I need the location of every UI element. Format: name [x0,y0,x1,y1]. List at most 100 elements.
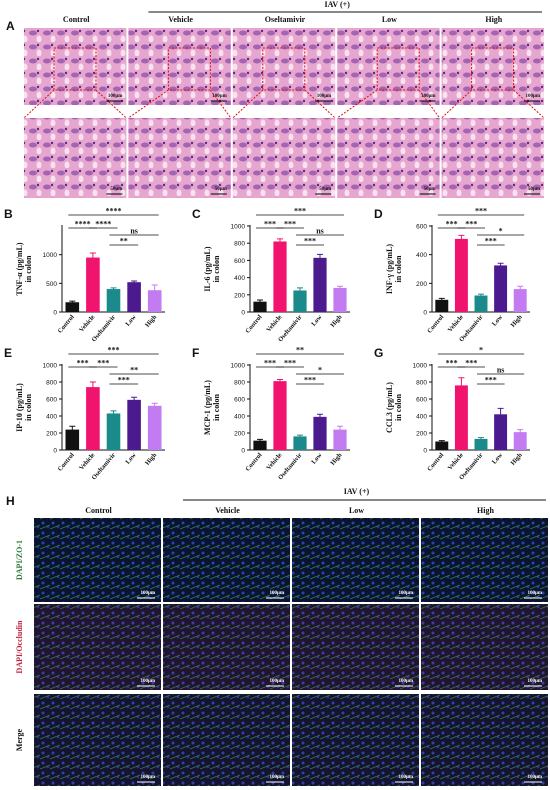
scale-bar-label: 100μm [141,679,156,684]
scale-bar-label: 100μm [317,94,332,99]
y-tick-label: 200 [416,281,427,288]
x-tick-label: Low [491,314,504,328]
y-axis-label: in colon [212,394,221,421]
y-tick-label: 1000 [43,363,58,370]
occludin-signal [163,604,290,690]
x-tick-label: Low [124,314,137,328]
significance-label: *** [108,346,120,355]
column-header: High [477,506,494,515]
bar [293,436,307,450]
scale-bar-label: 100μm [108,94,123,99]
y-axis-label: IP-10 (pg/mL) [15,383,24,432]
y-tick-label: 800 [234,380,245,387]
fluorescence-image [292,518,419,602]
y-tick-label: 1000 [231,363,246,370]
y-tick-label: 0 [423,448,427,455]
bar [65,302,80,312]
fluorescence-image [421,604,548,690]
significance-label: *** [77,359,89,368]
y-tick-label: 0 [423,310,427,317]
column-header: Vehicle [215,506,240,515]
significance-label: *** [446,359,458,368]
scale-bar-label: 100μm [270,775,285,780]
error-bar [478,293,484,297]
x-tick-label: High [144,313,158,328]
panel-label: E [4,346,12,360]
scale-bar-label: 50μm [319,187,332,192]
bar [273,241,287,312]
zoom-link [128,89,169,119]
error-bar [151,284,158,296]
bar [333,287,347,312]
scale-bar-label: 100μm [212,94,227,99]
scale-bar-label: 100μm [528,679,543,684]
fluorescence-image [421,694,548,786]
column-header: Oseltamivir [265,15,306,24]
column-header: Control [85,506,112,515]
histology-image [441,28,544,105]
bar [106,289,121,312]
zoom-box [167,47,211,91]
bar [147,290,162,312]
column-header: High [485,15,502,24]
bar [253,301,267,312]
column-header: Low [349,506,364,515]
bar [65,429,80,450]
scale-bar-label: 100μm [399,775,414,780]
y-axis-label: INF-γ (pg/mL) [385,244,394,295]
y-tick-label: 1000 [43,252,58,259]
x-tick-label: Control [426,314,445,335]
panel-label: B [4,207,13,221]
significance-label: *** [304,237,316,246]
error-bar [297,287,303,294]
histology-image [441,118,544,198]
zoom-box [376,47,420,91]
error-bar [110,410,117,416]
error-bar [438,440,445,443]
y-tick-label: 500 [46,281,57,288]
significance-label: *** [118,376,130,385]
zoom-link [209,89,232,119]
scale-bar-label: 50μm [424,187,437,192]
x-tick-label: Vehicle [78,452,96,472]
y-tick-label: 0 [53,310,57,317]
y-tick-label: 0 [241,448,245,455]
y-tick-label: 600 [416,397,427,404]
panel-label: G [374,346,383,360]
bar [86,257,100,312]
y-axis-label: in colon [394,394,403,421]
occludin-signal [421,604,548,690]
panel-label: F [192,346,199,360]
x-tick-label: Control [57,314,76,335]
histology-image [337,118,440,198]
x-tick-label: Control [244,452,263,473]
scale-bar-label: 100μm [526,94,541,99]
significance-label: ** [130,366,138,375]
x-tick-label: High [510,451,524,466]
error-bar [337,425,343,433]
significance-label: * [479,346,483,355]
x-tick-label: Vehicle [78,314,96,334]
error-bar [89,252,96,263]
bar [454,238,468,312]
y-tick-label: 600 [234,397,245,404]
y-tick-label: 600 [234,258,245,265]
panel-label: C [192,207,201,221]
bar [106,413,121,450]
error-bar [277,378,283,383]
y-tick-label: 200 [46,431,57,438]
y-axis-label: TNF-α (pg/mL) [15,242,24,295]
bar [474,295,488,312]
fluorescence-image [163,604,290,690]
histology-image [128,118,231,198]
significance-label: *** [465,220,477,229]
error-bar [277,238,283,245]
x-tick-label: Low [124,452,137,466]
y-tick-label: 1000 [413,363,428,370]
fluorescence-image [34,518,161,602]
y-tick-label: 200 [416,431,427,438]
bar [313,416,327,450]
significance-label: ns [316,227,324,236]
error-bar [317,413,323,420]
